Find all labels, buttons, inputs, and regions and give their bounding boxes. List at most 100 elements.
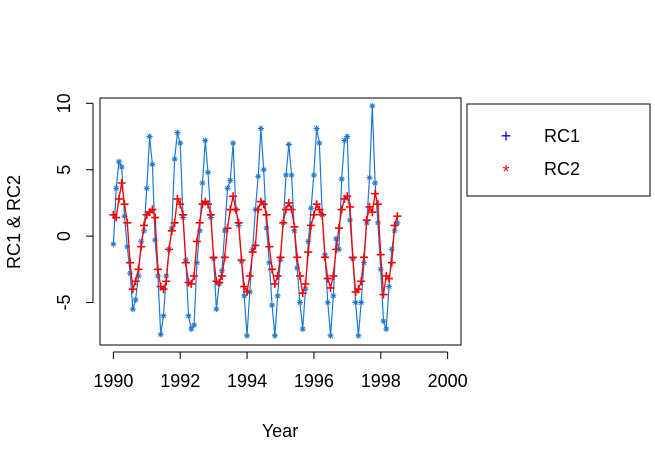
data-point (348, 253, 357, 262)
data-point (332, 245, 341, 254)
data-point (352, 299, 359, 306)
data-point (143, 185, 150, 192)
data-point (379, 290, 388, 299)
data-point (310, 172, 317, 179)
data-point (380, 318, 387, 325)
data-point (327, 332, 334, 339)
data-point (302, 286, 309, 293)
legend-label-rc2: RC2 (544, 159, 580, 179)
data-point (268, 265, 277, 274)
data-point (344, 133, 351, 140)
data-point (152, 237, 159, 244)
data-point (315, 205, 324, 214)
data-point (146, 133, 153, 140)
data-point (241, 292, 248, 299)
data-point (124, 243, 131, 250)
y-axis: -5 0 5 10 (54, 93, 94, 311)
data-point (217, 271, 226, 280)
data-point (309, 210, 318, 219)
data-point (187, 279, 196, 288)
data-point (139, 221, 148, 230)
data-point (307, 221, 316, 230)
data-point (220, 253, 229, 262)
data-point (305, 238, 312, 245)
data-point (373, 200, 382, 209)
y-axis-title: RC1 & RC2 (4, 175, 24, 269)
data-point (334, 224, 343, 233)
data-point (204, 200, 213, 209)
data-point (393, 212, 402, 221)
data-point (386, 283, 393, 290)
data-point (266, 259, 273, 266)
data-point (365, 202, 374, 211)
data-point (371, 189, 380, 198)
data-point (112, 213, 121, 222)
data-point (229, 192, 238, 201)
data-point (338, 176, 345, 183)
data-point (215, 278, 224, 287)
data-point (284, 198, 293, 207)
data-point (223, 224, 232, 233)
data-point (273, 271, 282, 280)
x-tick-label: 1998 (361, 371, 401, 391)
data-point (262, 210, 271, 219)
data-point (287, 205, 296, 214)
data-point (390, 221, 399, 230)
data-point (304, 248, 313, 257)
data-point (263, 225, 270, 232)
data-point (126, 258, 135, 267)
data-point (366, 174, 373, 181)
data-point (234, 218, 243, 227)
data-point (165, 245, 174, 254)
data-point (218, 267, 225, 274)
x-axis-title: Year (262, 421, 298, 441)
data-point (343, 192, 352, 201)
data-point (123, 218, 132, 227)
data-point (227, 177, 234, 184)
data-point (270, 279, 279, 288)
data-point (202, 137, 209, 144)
data-point (269, 302, 276, 309)
data-point (131, 277, 140, 286)
data-point (117, 178, 126, 187)
data-point (254, 205, 263, 214)
data-point (173, 194, 182, 203)
data-point (176, 200, 185, 209)
data-point (159, 285, 168, 294)
data-point (388, 246, 395, 253)
data-point (383, 326, 390, 333)
data-point (323, 274, 332, 283)
y-tick-label: 5 (54, 165, 74, 175)
data-point (346, 202, 355, 211)
data-point (285, 141, 292, 148)
data-point (185, 312, 192, 319)
data-point (240, 282, 249, 291)
data-point (301, 279, 310, 288)
data-point (288, 172, 295, 179)
data-point (385, 274, 394, 283)
data-point (137, 242, 146, 251)
data-point (138, 238, 145, 245)
data-point (213, 306, 220, 313)
data-point (160, 312, 167, 319)
data-point (308, 205, 315, 212)
data-point (177, 140, 184, 147)
data-point (359, 253, 368, 262)
data-point (121, 213, 128, 220)
x-tick-label: 1996 (294, 371, 334, 391)
data-point (181, 258, 190, 267)
data-point (312, 200, 321, 209)
data-point (110, 241, 117, 248)
data-point (191, 322, 198, 329)
series-layer (109, 102, 402, 339)
data-point (362, 216, 371, 225)
data-point (243, 287, 252, 296)
x-axis: 1990 1992 1994 1996 1998 2000 (93, 351, 468, 391)
legend-symbol-rc2: * (502, 162, 509, 182)
data-point (140, 227, 147, 234)
data-point (283, 172, 290, 179)
x-tick-label: 1992 (160, 371, 200, 391)
data-point (221, 227, 228, 234)
data-point (333, 235, 340, 242)
